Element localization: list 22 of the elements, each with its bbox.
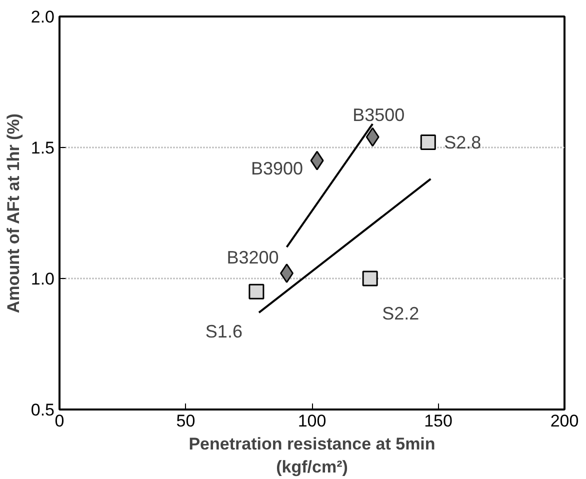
point bbox=[420, 134, 436, 150]
x-tick-label: 50 bbox=[176, 412, 196, 430]
x-tick-label: 100 bbox=[298, 412, 326, 430]
annotation: S2.8 bbox=[444, 132, 482, 152]
y-axis-title: Amount of AFt at 1hr (%) bbox=[4, 114, 23, 314]
y-tick-label: 2.0 bbox=[30, 8, 55, 26]
point bbox=[248, 284, 264, 300]
y-tick-label: 0.5 bbox=[30, 400, 55, 420]
x-tick-label: 200 bbox=[550, 412, 579, 430]
point bbox=[366, 127, 380, 147]
point bbox=[362, 270, 378, 286]
y-tick-label: 1.0 bbox=[30, 270, 55, 288]
x-tick-label: 0 bbox=[54, 412, 64, 430]
point bbox=[310, 150, 324, 170]
y-tick-label: 1.5 bbox=[30, 138, 55, 158]
annotation: S1.6 bbox=[205, 322, 242, 342]
annotation: B3900 bbox=[251, 158, 304, 179]
x-axis-title: Penetration resistance at 5min (kgf/cm²) bbox=[188, 434, 436, 476]
annotation: B3500 bbox=[352, 105, 405, 126]
annotation: S2.2 bbox=[382, 304, 420, 324]
annotation: B3200 bbox=[226, 247, 279, 268]
x-tick-label: 150 bbox=[424, 412, 452, 430]
